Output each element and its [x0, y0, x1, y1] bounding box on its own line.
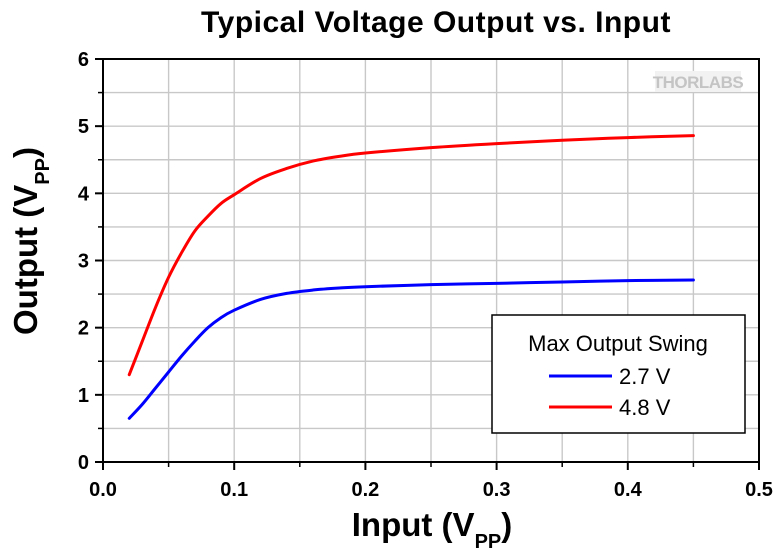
series-layer — [127, 134, 695, 420]
series-line-2-7-v — [127, 278, 695, 420]
x-tick-label-2: 0.2 — [351, 479, 379, 501]
chart-title: Typical Voltage Output vs. Input — [201, 6, 671, 39]
y-axis-label-end: ) — [7, 147, 44, 158]
y-axis-label-sub: PP — [32, 158, 54, 185]
y-axis-label-main: Output (V — [7, 185, 44, 335]
y-tick-label-0: 0 — [78, 452, 89, 474]
x-tick-label-5: 0.5 — [745, 479, 773, 501]
x-axis-label-sub: PP — [475, 531, 502, 553]
y-tick-label-2: 2 — [78, 318, 89, 340]
y-tick-label-1: 1 — [78, 385, 89, 407]
y-tick-label-4: 4 — [78, 183, 90, 205]
thorlabs-logo: THORLABS — [653, 71, 744, 92]
x-axis-label-end: ) — [501, 506, 512, 543]
y-tick-labels: 0 1 2 3 4 5 6 — [78, 49, 90, 474]
logo-text: THORLABS — [653, 73, 744, 92]
x-axis-label: Input (VPP) — [352, 506, 513, 553]
legend-label-4-8v: 4.8 V — [619, 395, 671, 420]
x-tick-label-1: 0.1 — [220, 479, 248, 501]
legend: Max Output Swing 2.7 V 4.8 V — [491, 314, 746, 434]
series-line-4-8-v — [127, 134, 695, 377]
y-tick-label-3: 3 — [78, 251, 89, 273]
y-tick-label-6: 6 — [78, 49, 89, 71]
x-tick-labels: 0.0 0.1 0.2 0.3 0.4 0.5 — [89, 479, 773, 501]
x-tick-label-4: 0.4 — [614, 479, 643, 501]
legend-label-2-7v: 2.7 V — [619, 364, 671, 389]
legend-box — [491, 314, 746, 434]
x-tick-label-3: 0.3 — [483, 479, 511, 501]
y-axis-label: Output (VPP) — [7, 147, 54, 335]
y-tick-label-5: 5 — [78, 116, 89, 138]
legend-title: Max Output Swing — [528, 331, 708, 356]
x-tick-label-0: 0.0 — [89, 479, 117, 501]
axis-ticks — [95, 58, 760, 470]
x-axis-label-main: Input (V — [352, 506, 475, 543]
